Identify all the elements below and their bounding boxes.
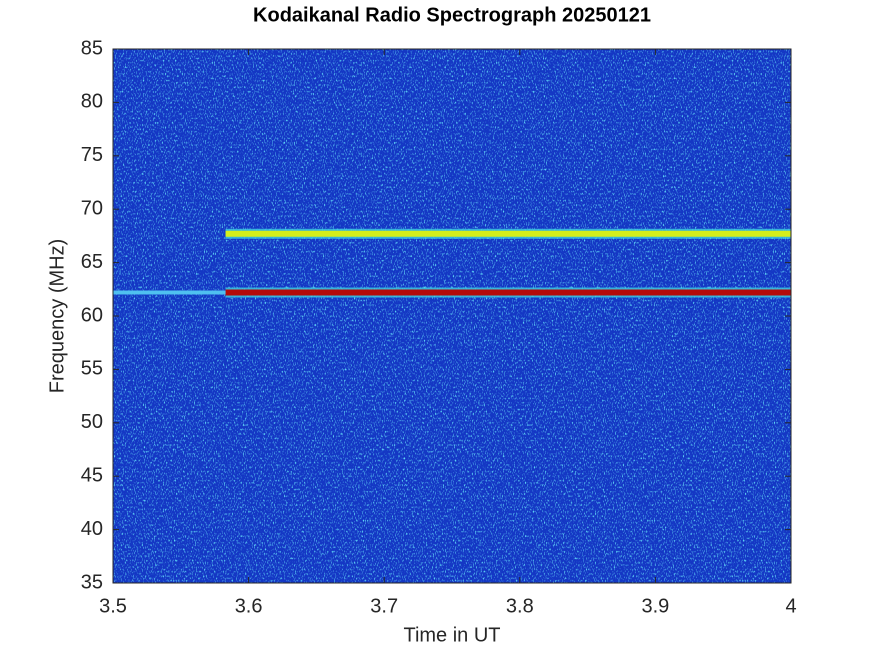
band [225,230,791,237]
x-tick-label: 3.7 [370,595,398,617]
band [225,289,791,296]
x-tick-label: 3.5 [99,595,127,617]
y-tick-label: 65 [81,251,103,273]
y-tick-label: 35 [81,571,103,593]
y-tick-label: 85 [81,37,103,59]
y-tick-label: 75 [81,144,103,166]
x-tick-label: 3.9 [641,595,669,617]
band [113,290,226,295]
x-tick-label: 3.8 [506,595,534,617]
y-tick-label: 50 [81,411,103,433]
y-tick-label: 40 [81,518,103,540]
plot-area [113,49,791,583]
x-axis-label: Time in UT [403,624,500,646]
y-tick-label: 60 [81,304,103,326]
y-tick-label: 45 [81,464,103,486]
y-tick-label: 80 [81,91,103,113]
x-tick-label: 3.6 [235,595,263,617]
y-tick-label: 55 [81,358,103,380]
y-axis-label: Frequency (MHz) [46,239,68,393]
noise [113,49,791,583]
axes: 3.5 3.6 3.7 3.8 3.9 4 35 40 45 50 55 60 65 70 75 80 85 [81,37,797,617]
chart-title: Kodaikanal Radio Spectrograph 20250121 [253,4,651,26]
x-tick-label: 4 [785,595,796,617]
y-tick-label: 70 [81,197,103,219]
